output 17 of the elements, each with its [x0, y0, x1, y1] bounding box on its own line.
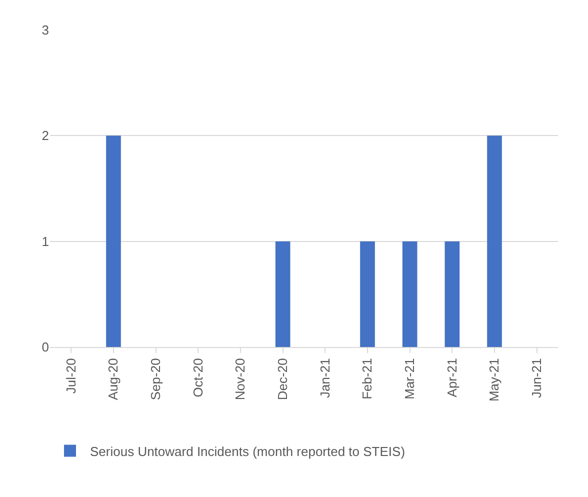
x-tick-label: Dec-20 [275, 358, 290, 400]
x-tick-label: Jun-21 [529, 358, 544, 398]
x-tick-label: Jul-20 [63, 358, 78, 394]
x-tick-label: Apr-21 [444, 358, 460, 398]
y-tick-label: 1 [42, 234, 49, 249]
x-tick-label: Feb-21 [360, 358, 375, 400]
legend-label: Serious Untoward Incidents (month reported to STEIS) [90, 444, 406, 459]
x-tick-label: Oct-20 [190, 358, 206, 398]
x-tick-label: Aug-20 [106, 358, 121, 400]
x-tick-label: Sep-20 [148, 358, 164, 400]
x-tick-label: Nov-20 [232, 358, 248, 400]
x-tick-label: Mar-21 [402, 358, 418, 400]
y-tick-label: 2 [42, 128, 49, 144]
y-tick-label: 3 [42, 22, 49, 38]
y-tick-label: 0 [42, 340, 49, 355]
x-tick-label: Jan-21 [317, 358, 332, 398]
x-tick-label: May-21 [486, 358, 502, 402]
